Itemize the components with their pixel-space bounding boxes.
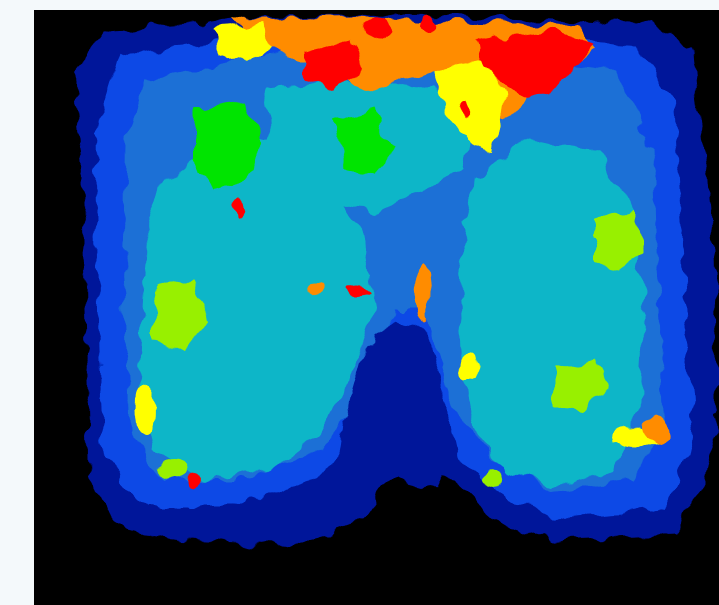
red-hotspot-top-center [304, 40, 364, 90]
heatmap-image [74, 16, 718, 545]
lime-region-right-lower [554, 360, 609, 410]
orange-spot-center-left [304, 282, 324, 294]
yellow-region-upper [434, 60, 504, 150]
heatmap-frame [34, 10, 719, 605]
red-tick-left [188, 471, 200, 489]
lime-spot-left-bottom [160, 460, 188, 480]
red-hotspot-top-right [474, 30, 594, 100]
green-region-upper-center [334, 110, 394, 175]
red-tick-upper-right [459, 101, 469, 119]
orange-spot-right-edge [646, 416, 666, 444]
central-dark-region [334, 320, 454, 500]
lime-region-right [594, 210, 644, 272]
yellow-streak-left-lower [136, 384, 156, 436]
green-region-upper-left [194, 100, 264, 190]
yellow-spot-center [460, 358, 480, 382]
cyan-left-lobe [139, 130, 374, 480]
red-hotspot-top-left [365, 18, 393, 38]
orange-streak-center [416, 265, 432, 325]
yellow-region-top-left [214, 25, 274, 65]
red-tick-center [349, 285, 369, 295]
lime-region-left [154, 280, 209, 350]
red-hotspot-top-mid [419, 16, 439, 32]
lime-spot-right-bottom [484, 472, 504, 488]
red-tick-upper-left [234, 201, 244, 219]
